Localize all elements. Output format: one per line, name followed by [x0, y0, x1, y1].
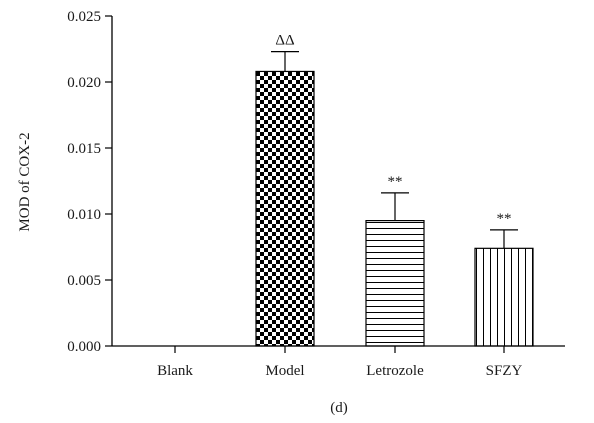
- x-tick-label: Blank: [157, 363, 193, 379]
- significance-label: **: [497, 211, 512, 227]
- significance-label: **: [388, 174, 403, 190]
- y-axis-title: MOD of COX-2: [17, 132, 33, 231]
- y-axis-ticks: 0.000 0.005 0.010 0.015 0.020 0.025: [67, 9, 112, 355]
- x-tick-label: SFZY: [486, 363, 523, 379]
- significance-labels: ΔΔ ** **: [275, 33, 511, 227]
- bar: [474, 247, 534, 347]
- bars: [255, 70, 534, 347]
- x-tick-label: Model: [265, 363, 304, 379]
- y-tick-label: 0.015: [67, 141, 101, 157]
- y-tick-label: 0.000: [67, 339, 101, 355]
- panel-label: (d): [330, 400, 348, 416]
- error-bars: [271, 51, 518, 249]
- bar: [365, 220, 425, 347]
- y-tick-label: 0.020: [67, 75, 101, 91]
- y-tick-label: 0.025: [67, 9, 101, 25]
- bar: [255, 70, 315, 347]
- significance-label: ΔΔ: [275, 33, 295, 49]
- y-tick-label: 0.010: [67, 207, 101, 223]
- y-tick-label: 0.005: [67, 273, 101, 289]
- x-tick-label: Letrozole: [366, 363, 424, 379]
- x-axis-labels: Blank Model Letrozole SFZY: [157, 346, 523, 379]
